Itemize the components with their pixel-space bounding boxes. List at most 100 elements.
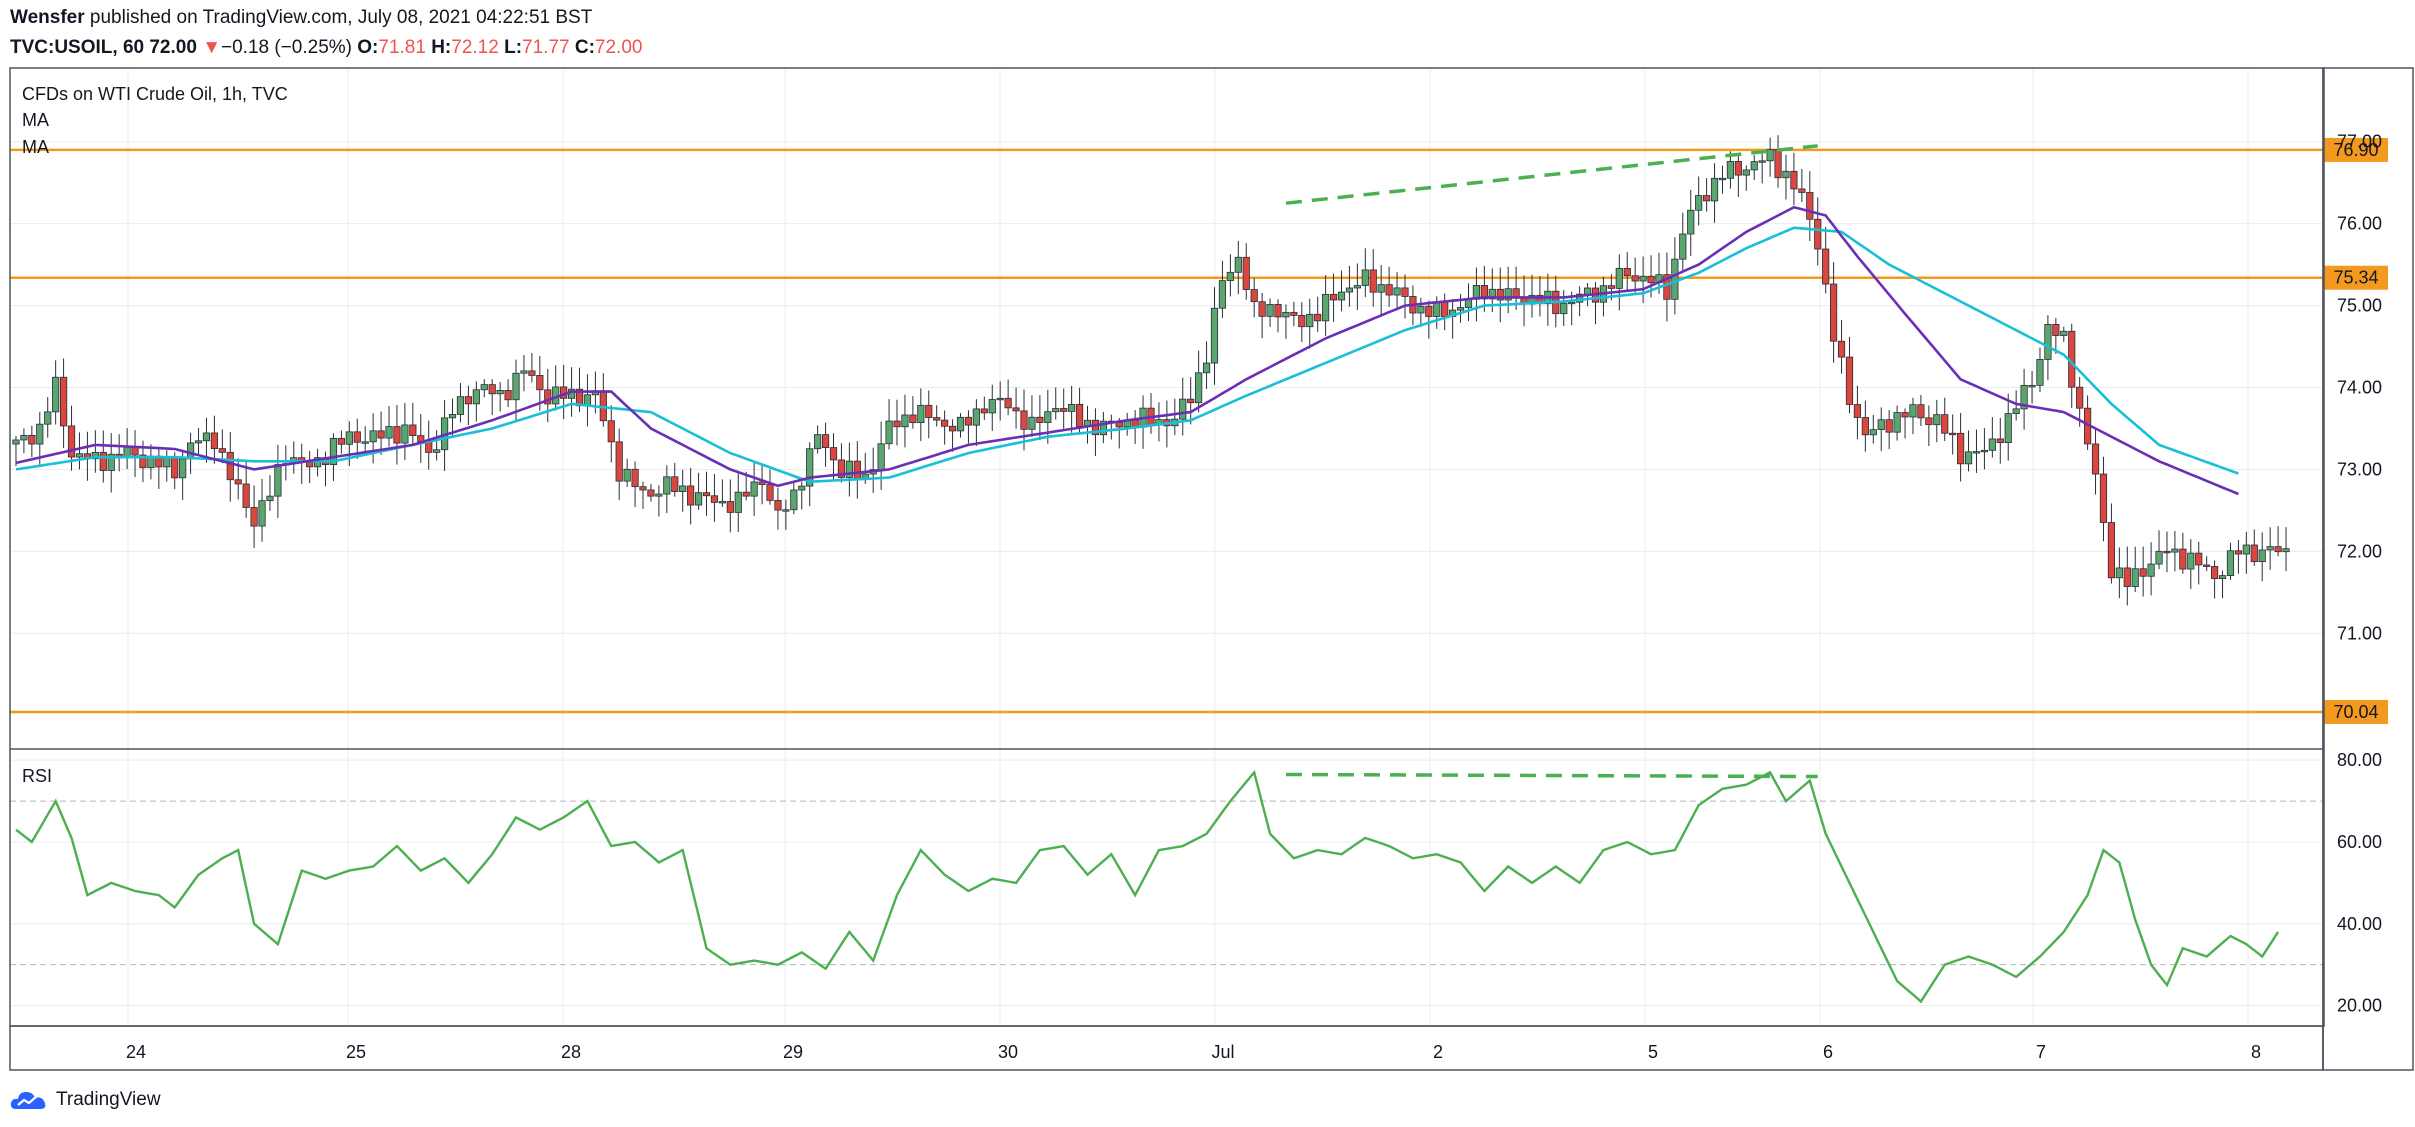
candle [2163,531,2171,573]
candle [917,388,925,442]
candle [2274,525,2282,557]
price-tick-label: 76.00 [2337,214,2382,234]
ma-legend-1[interactable]: MA [22,110,49,130]
candle [766,469,774,505]
candle [202,417,211,463]
candle [1663,252,1671,322]
candle [83,431,92,481]
candle [1496,267,1504,323]
candle [2266,527,2274,570]
publisher-name[interactable]: Wensfer [10,7,85,28]
candle [1972,429,1981,473]
horizontal-levels[interactable]: 76.90 75.34 70.04 [10,137,2388,724]
price-change: −0.18 (−0.25%) [221,37,352,58]
candle [2131,546,2139,592]
candle [1052,387,1060,420]
candle [266,475,274,511]
rsi-line[interactable] [15,769,2280,1004]
candle [1504,266,1512,314]
candle [1107,414,1115,440]
candle [988,384,996,431]
candle [877,421,885,490]
candle [790,482,798,515]
candle [853,441,861,499]
ma-fast-line[interactable] [15,205,2239,496]
candle [885,399,893,450]
candle [964,410,973,444]
candle [1472,267,1481,322]
candle [361,426,369,452]
candle [2020,368,2028,430]
x-tick-label: 6 [1823,1042,1833,1062]
candle [710,473,719,522]
high-value: 72.12 [451,37,499,58]
candle [1353,263,1361,311]
candle [1147,392,1155,434]
candle [91,430,99,473]
candle [1885,410,1893,450]
candle [1639,256,1647,304]
candle [1449,299,1457,339]
candle [948,419,957,452]
x-tick-label: 5 [1648,1042,1658,1062]
candle [583,374,592,427]
chart-header: Wensfer published on TradingView.com, Ju… [10,4,2390,64]
candle [1187,377,1195,425]
candle [694,472,703,510]
rsi-tick-label: 20.00 [2337,996,2382,1016]
candle [242,462,250,518]
candle [1909,397,1917,435]
candle [472,381,480,422]
candle [1964,430,1973,472]
ma-slow-line[interactable] [15,226,2239,484]
level-label: 70.04 [2333,702,2378,722]
candle [1250,278,1258,318]
candle [552,365,560,411]
candle [1258,292,1266,339]
candle [718,479,726,507]
candle [218,429,226,464]
candle [1480,265,1488,312]
candle [393,405,401,465]
rsi-pane [15,769,2280,1004]
candle [1195,350,1203,413]
ma-legend-2[interactable]: MA [22,137,49,157]
candle [306,450,314,483]
candle [433,430,441,461]
candle [1306,298,1314,349]
footer-brand[interactable]: TradingView [56,1089,161,1110]
candle [258,478,266,542]
level-badge [2324,699,2388,724]
candle [2210,560,2219,599]
candle [1710,163,1719,223]
candle [353,418,361,459]
x-tick-label: 2 [1433,1042,1443,1062]
candle [1822,226,1830,294]
grid-lines [10,68,2323,1026]
close-value: 72.00 [594,37,643,58]
candle [2242,531,2250,574]
candle [1218,260,1227,319]
x-tick-label: Jul [1211,1042,1234,1062]
change-down-icon: ▼ [202,37,221,58]
candle [1893,405,1901,441]
candle [1933,399,1941,443]
trendlines[interactable] [1285,144,1818,779]
candle [560,364,568,420]
rsi-tick-label: 80.00 [2337,750,2382,770]
tradingview-cloud-icon[interactable] [10,1089,48,1111]
candle [496,382,504,412]
candle [758,464,766,505]
candle [1345,265,1354,307]
candle [274,444,282,518]
price-trendline[interactable] [1285,144,1818,205]
candle [1401,274,1409,319]
rsi-legend[interactable]: RSI [22,766,52,786]
candle [1329,273,1338,322]
x-tick-label: 8 [2251,1042,2261,1062]
candle [1060,388,1068,429]
rsi-trendline[interactable] [1285,772,1818,779]
x-tick-label: 25 [346,1042,366,1062]
candle [631,461,639,508]
